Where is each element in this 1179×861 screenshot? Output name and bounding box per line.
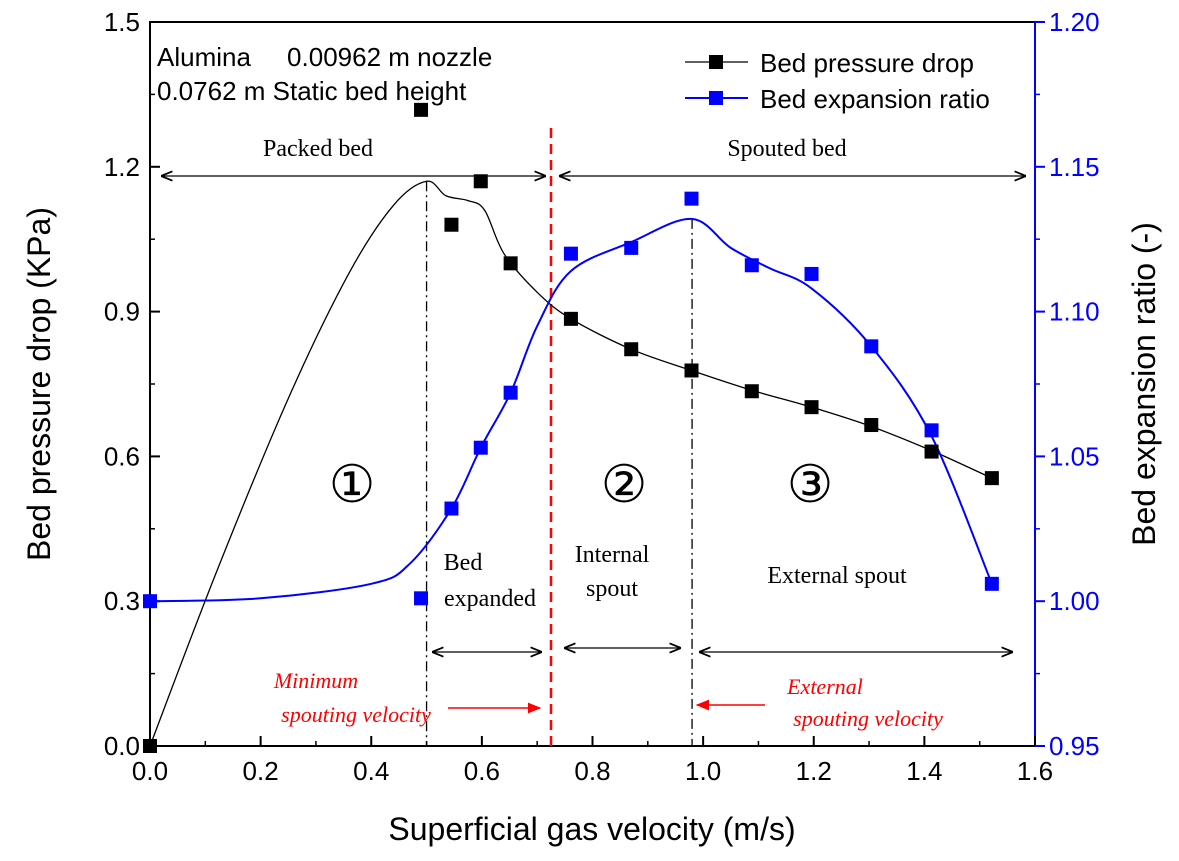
pressure-drop-point (444, 217, 459, 232)
expansion-ratio-point (984, 576, 999, 591)
expansion-ratio-point (473, 440, 488, 455)
pressure-drop-point (924, 444, 939, 459)
x-tick-label: 1.4 (906, 756, 942, 786)
pressure-drop-point (503, 256, 518, 271)
x-axis-label: Superficial gas velocity (m/s) (388, 811, 795, 847)
pressure-drop-point (744, 384, 759, 399)
expansion-ratio-point (684, 191, 699, 206)
pressure-drop-point (804, 400, 819, 415)
packed-bed-label: Packed bed (263, 136, 373, 162)
pressure-drop-curve (149, 180, 993, 747)
y-left-tick-label: 0.6 (104, 441, 140, 471)
region-1-label: ① (329, 456, 376, 514)
legend-pressure-label: Bed pressure drop (760, 48, 974, 78)
y-left-tick-label: 0.3 (104, 586, 140, 616)
pressure-drop-point (624, 342, 639, 357)
y-right-tick-label: 1.10 (1049, 297, 1100, 327)
bed-expanded-label-2: expanded (444, 586, 536, 612)
expansion-ratio-point (924, 423, 939, 438)
y-left-tick-label: 0.9 (104, 297, 140, 327)
external-spout-label: External spout (767, 563, 907, 589)
x-tick-label: 0.0 (132, 756, 168, 786)
x-tick-label: 1.2 (796, 756, 832, 786)
x-axis-ticks: 0.0 0.2 0.4 0.6 0.8 1.0 1.2 1.4 1.6 (132, 736, 1053, 786)
y-right-tick-label: 1.05 (1049, 441, 1100, 471)
expansion-ratio-point (503, 385, 518, 400)
pressure-drop-point (984, 471, 999, 486)
pressure-drop-point (143, 739, 157, 753)
min-spouting-label-1: Minimum (273, 668, 358, 693)
region-2-label: ② (601, 456, 648, 514)
x-tick-label: 1.6 (1017, 756, 1053, 786)
expansion-ratio-point (624, 240, 639, 255)
y-right-tick-label: 0.95 (1049, 731, 1100, 761)
expansion-ratio-point (804, 266, 819, 281)
internal-spout-label-2: spout (586, 576, 638, 602)
pressure-drop-point (864, 418, 879, 433)
expansion-ratio-point (414, 591, 429, 606)
pressure-drop-point (563, 311, 578, 326)
expansion-ratio-point (744, 258, 759, 273)
x-tick-label: 0.6 (464, 756, 500, 786)
y-right-axis-label: Bed expansion ratio (-) (1126, 222, 1162, 546)
vertical-guides (425, 128, 693, 746)
bed-expanded-label-1: Bed (444, 550, 483, 576)
legend-pressure-marker (709, 55, 723, 69)
y-left-tick-label: 0.0 (104, 731, 140, 761)
y-left-tick-label: 1.5 (104, 7, 140, 37)
x-tick-label: 0.4 (353, 756, 389, 786)
pressure-drop-point (414, 102, 429, 117)
x-tick-label: 0.8 (574, 756, 610, 786)
expansion-ratio-point (563, 246, 578, 261)
pressure-drop-point (684, 363, 699, 378)
min-spouting-label-2: spouting velocity (281, 702, 431, 727)
x-tick-label: 0.2 (243, 756, 279, 786)
ext-spouting-label-1: External (786, 674, 863, 699)
info-line-2: 0.0762 m Static bed height (157, 76, 467, 106)
x-tick-label: 1.0 (685, 756, 721, 786)
y-right-axis-ticks: 0.95 1.00 1.05 1.10 1.15 1.20 (1035, 7, 1100, 761)
internal-spout-label-1: Internal (575, 542, 650, 568)
y-right-tick-label: 1.00 (1049, 586, 1100, 616)
expansion-ratio-curve (149, 217, 993, 603)
legend-expansion-marker (709, 91, 723, 105)
expansion-ratio-point (864, 339, 879, 354)
spouted-bed-label: Spouted bed (727, 136, 846, 162)
y-left-tick-label: 1.2 (104, 152, 140, 182)
region-3-label: ③ (787, 456, 834, 514)
legend-expansion-label: Bed expansion ratio (760, 84, 990, 114)
legend: Bed pressure drop Bed expansion ratio (685, 48, 990, 114)
info-line-1: Alumina 0.00962 m nozzle (157, 42, 492, 72)
y-left-axis-label: Bed pressure drop (KPa) (21, 207, 57, 561)
y-right-tick-label: 1.20 (1049, 7, 1100, 37)
ext-spouting-label-2: spouting velocity (793, 706, 943, 731)
data-markers (143, 102, 999, 753)
y-left-axis-ticks: 0.0 0.3 0.6 0.9 1.2 1.5 (104, 7, 160, 761)
expansion-ratio-point (444, 501, 459, 516)
expansion-ratio-point (143, 594, 157, 609)
plot-frame (149, 21, 1036, 747)
y-right-tick-label: 1.15 (1049, 152, 1100, 182)
